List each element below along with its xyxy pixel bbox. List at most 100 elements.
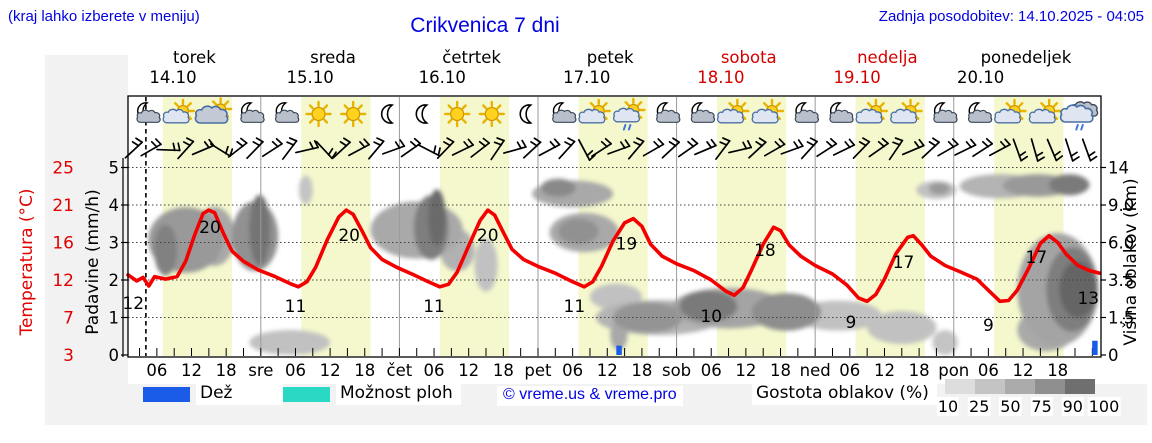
wind-barb-icon <box>246 137 264 160</box>
temp-label: 20 <box>477 226 499 246</box>
temperature-tick-label: 21 <box>52 196 74 216</box>
temp-label: 11 <box>564 297 586 317</box>
rain-bar <box>616 345 622 355</box>
wind-barb-icon <box>642 138 665 157</box>
temp-label: 10 <box>700 307 722 327</box>
sun-ray <box>343 104 349 110</box>
day-date: 17.10 <box>563 68 611 87</box>
wind-barb-icon <box>156 142 181 152</box>
cloud-shape <box>994 108 1022 124</box>
x-tick-label: 12 <box>458 361 479 380</box>
day-header: četrtek 16.10 <box>418 48 501 87</box>
wind-barb-icon <box>578 139 596 161</box>
copyright-link[interactable]: © vreme.us & vreme.pro <box>497 386 683 406</box>
weather-icon-moon-cloud <box>933 102 958 123</box>
cloud-blob <box>928 182 950 195</box>
day-header: sobota 18.10 <box>697 48 777 87</box>
wind-barb-icon <box>400 137 422 158</box>
wind-barb-icon <box>1064 138 1080 162</box>
temp-label: 17 <box>1026 248 1048 268</box>
wind-barb-icon <box>417 143 441 157</box>
wind-barb-icon <box>868 137 889 158</box>
weather-icon-moon-cloud <box>240 102 265 123</box>
wind-barb-icon <box>901 138 925 156</box>
sun-ray <box>482 118 488 124</box>
temperature-tick-label: 16 <box>52 234 74 254</box>
precipitation-tick-label: 2 <box>109 271 120 290</box>
x-tick-label: pon <box>938 361 969 380</box>
x-tick-label: 06 <box>562 361 583 380</box>
sun-ray <box>323 118 329 124</box>
page-title: Crikvenica 7 dni <box>410 14 560 37</box>
day-date: 14.10 <box>149 68 197 87</box>
weather-icon-sun-cloud <box>994 98 1027 124</box>
wind-barb-icon <box>470 137 491 158</box>
day-header: petek 17.10 <box>563 48 634 87</box>
precipitation-tick-label: 0 <box>109 346 120 365</box>
wind-barb-icon <box>522 137 542 159</box>
density-swatch <box>945 379 975 394</box>
weather-icon-moon <box>415 104 429 124</box>
cloud-height-tick-label: 6.0 <box>1108 234 1134 253</box>
temp-label: 9 <box>846 313 857 333</box>
sun-ray <box>624 101 630 107</box>
sun-ray <box>323 104 329 110</box>
rain-legend-label: Dež <box>196 383 283 405</box>
cloud-blob <box>932 330 958 355</box>
cloud-shape <box>716 108 744 124</box>
temperature-tick-label: 7 <box>63 309 74 329</box>
sun-ray <box>1018 102 1024 108</box>
x-tick-label: pet <box>524 361 552 380</box>
location-hint: (kraj lahko izberete v meniju) <box>8 8 200 25</box>
precipitation-tick-label: 3 <box>109 234 120 253</box>
wind-barb-icon <box>852 137 871 160</box>
wind-barb-icon <box>1012 138 1029 162</box>
weather-icon-sun-cloud <box>751 98 785 124</box>
temp-label: 20 <box>199 218 221 238</box>
weather-icon-sun <box>340 100 367 128</box>
precipitation-tick-label: 4 <box>109 196 120 215</box>
wind-barb-icon <box>558 137 576 160</box>
x-tick-label: sob <box>662 361 691 380</box>
weather-icon-moon-cloud <box>794 102 819 123</box>
x-tick-label: 12 <box>1013 361 1034 380</box>
x-tick-label: 06 <box>285 361 306 380</box>
wind-barb-icon <box>780 139 804 155</box>
day-header: nedelja 19.10 <box>833 48 918 87</box>
weather-icon-cloud-sun <box>194 97 233 124</box>
density-swatch <box>975 379 1005 394</box>
rain-marks <box>622 124 627 131</box>
showers-legend-swatch <box>283 387 330 402</box>
sun-ray <box>211 100 218 106</box>
density-swatch <box>1005 379 1035 394</box>
sun-ray <box>589 102 595 108</box>
wind-barb-icon <box>888 137 904 161</box>
sun-ray <box>762 102 769 108</box>
rain-marks <box>1080 124 1084 131</box>
cloud-shape <box>690 109 716 123</box>
rain-marks <box>1075 124 1079 131</box>
cloud-shape <box>890 108 918 124</box>
weather-icon-sun-cloud <box>578 98 611 124</box>
weather-icon-cloud-rain <box>1059 101 1099 131</box>
x-tick-label: 18 <box>216 361 237 380</box>
cloud-blob <box>679 290 738 322</box>
wind-barb-icon <box>1030 138 1045 162</box>
cloud-shape <box>794 109 819 123</box>
weather-icon-moon-cloud <box>552 102 577 123</box>
wind-barb-icon <box>140 138 162 157</box>
cloud-blob <box>428 189 446 246</box>
wind-barb-icon <box>261 137 283 158</box>
sun-ray <box>461 118 467 124</box>
day-header: ponedeljek 20.10 <box>956 48 1072 87</box>
wind-barb-icon <box>295 140 319 154</box>
day-date: 15.10 <box>286 68 334 87</box>
x-tick-label: sre <box>248 361 273 380</box>
weather-icon-sun-cloud <box>1028 98 1062 124</box>
x-tick-label: 18 <box>909 361 930 380</box>
x-tick-label: ned <box>800 361 831 380</box>
sun-ray <box>1052 102 1059 108</box>
sun-ray <box>173 102 180 108</box>
